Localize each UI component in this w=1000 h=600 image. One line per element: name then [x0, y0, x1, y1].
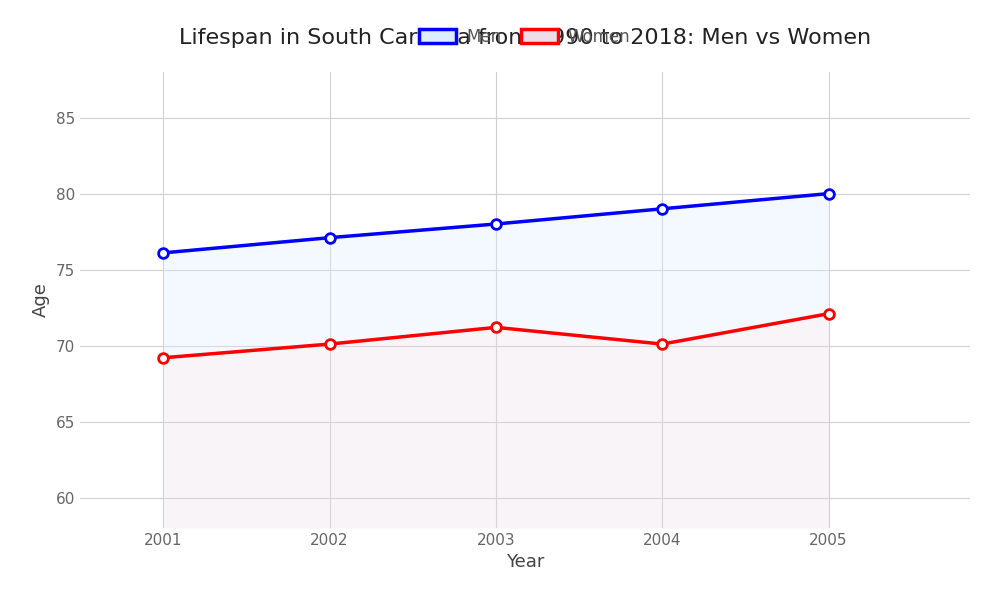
Legend: Men, Women: Men, Women	[413, 21, 637, 52]
Title: Lifespan in South Carolina from 1990 to 2018: Men vs Women: Lifespan in South Carolina from 1990 to …	[179, 28, 871, 48]
X-axis label: Year: Year	[506, 553, 544, 571]
Y-axis label: Age: Age	[32, 283, 50, 317]
